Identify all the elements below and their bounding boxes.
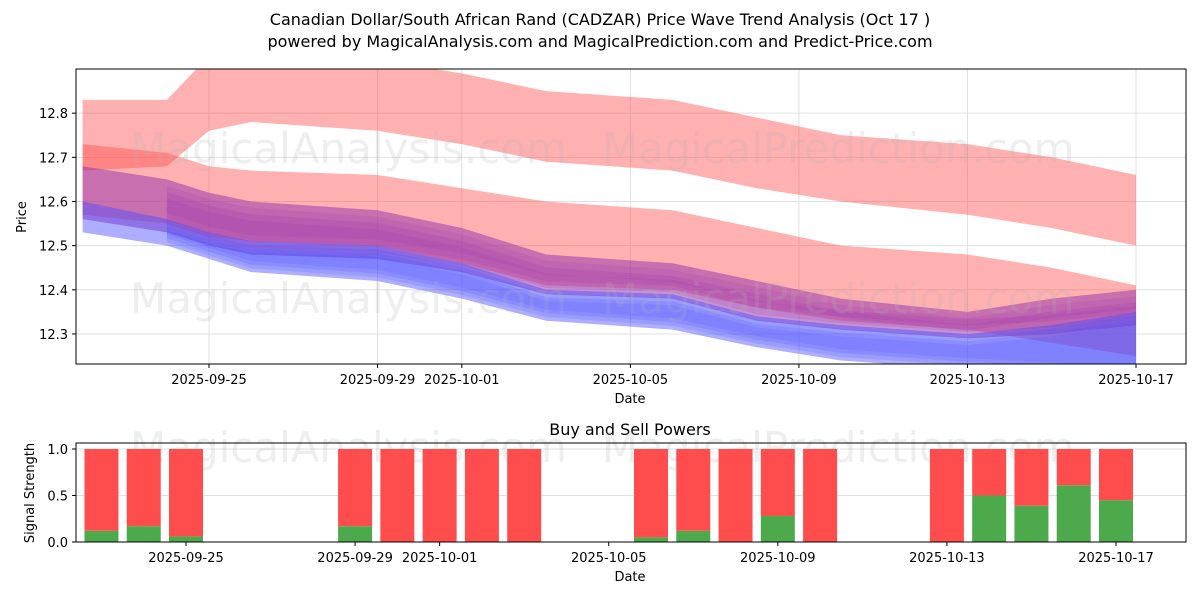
sell-bar — [718, 449, 753, 542]
price-x-tick-label: 2025-09-29 — [340, 373, 416, 388]
sell-bar — [422, 449, 457, 542]
signal-y-ticks: 0.0 0.5 1.0 — [47, 443, 76, 551]
signal-y-axis-label: Signal Strength — [23, 443, 38, 543]
price-x-tick-label: 2025-10-05 — [593, 373, 669, 388]
sell-bar — [338, 449, 373, 527]
sell-bar — [169, 449, 203, 537]
buy-bar — [126, 526, 161, 542]
wave-band-blue — [82, 201, 1136, 364]
wave-band-purple — [82, 166, 1137, 339]
sell-bar — [380, 449, 415, 542]
signal-x-tick-label: 2025-10-05 — [571, 551, 647, 566]
sell-bar — [1056, 449, 1091, 486]
sell-bar — [1014, 449, 1049, 506]
sell-bar — [634, 449, 668, 538]
sell-bar — [464, 449, 499, 542]
signal-bars — [84, 449, 1133, 542]
sell-bar — [972, 449, 1007, 496]
signal-x-tick-label: 2025-10-01 — [402, 551, 478, 566]
watermark-text: MagicalPrediction.com — [602, 124, 1075, 173]
wave-band-layer-blue — [166, 222, 1136, 364]
signal-y-tick-label: 1.0 — [47, 443, 68, 458]
sell-bar — [760, 449, 795, 516]
price-axes-frame — [75, 68, 1187, 365]
sell-bar — [1099, 449, 1133, 501]
price-y-tick-label: 12.7 — [39, 151, 68, 166]
buy-bar — [84, 530, 119, 542]
buy-bar — [338, 526, 373, 542]
sell-bar — [507, 449, 542, 542]
signal-x-tick-label: 2025-09-29 — [317, 551, 393, 566]
signal-x-tick-label: 2025-10-13 — [909, 551, 985, 566]
watermark-text: MagicalAnalysis.com — [130, 124, 567, 173]
price-y-axis-label: Price — [15, 201, 30, 233]
price-x-tick-label: 2025-10-17 — [1098, 373, 1174, 388]
price-x-tick-label: 2025-10-01 — [424, 373, 500, 388]
price-watermarks: MagicalAnalysis.com MagicalPrediction.com… — [130, 124, 1075, 323]
price-wave-bands — [82, 69, 1137, 364]
chart-subtitle: powered by MagicalAnalysis.com and Magic… — [267, 32, 933, 51]
signal-x-tick-label: 2025-09-25 — [148, 551, 224, 566]
wave-band-red — [82, 69, 1136, 246]
sell-bar — [84, 449, 119, 531]
signal-y-tick-label: 0.5 — [47, 490, 68, 505]
buy-bar — [1056, 485, 1091, 542]
buy-bar — [1014, 505, 1049, 542]
price-x-axis-label: Date — [614, 392, 645, 407]
price-y-tick-label: 12.6 — [39, 195, 68, 210]
watermark-text: MagicalAnalysis.com — [130, 274, 567, 323]
price-x-tick-label: 2025-09-25 — [171, 373, 247, 388]
buy-bar — [169, 536, 203, 542]
price-x-tick-label: 2025-10-13 — [930, 373, 1006, 388]
signal-x-axis-label: Date — [614, 570, 645, 585]
watermark-text: MagicalPrediction.com — [602, 274, 1075, 323]
chart-title: Canadian Dollar/South African Rand (CADZ… — [269, 10, 931, 29]
signal-axes-frame — [75, 442, 1187, 543]
signal-x-tick-label: 2025-10-09 — [740, 551, 816, 566]
price-y-tick-label: 12.8 — [39, 107, 68, 122]
buy-bar — [634, 537, 668, 542]
buy-bar — [760, 515, 795, 542]
buy-bar — [1099, 500, 1133, 542]
signal-x-ticks: 2025-09-25 2025-09-29 2025-10-01 2025-10-05… — [148, 542, 1154, 566]
price-y-ticks: 12.3 12.4 12.5 12.6 12.7 12.8 — [39, 107, 76, 343]
price-x-ticks: 2025-09-25 2025-09-29 2025-10-01 2025-10-05… — [171, 364, 1174, 388]
price-x-tick-label: 2025-10-09 — [761, 373, 837, 388]
wave-band-layer-blue — [166, 230, 1136, 364]
buy-bar — [972, 495, 1007, 542]
buy-bar — [676, 530, 711, 542]
price-y-tick-label: 12.4 — [39, 284, 68, 299]
buy-sell-title: Buy and Sell Powers — [549, 420, 711, 439]
sell-bar — [126, 449, 161, 527]
price-y-tick-label: 12.3 — [39, 328, 68, 343]
wave-band-layer-purple — [166, 198, 1136, 331]
price-y-tick-label: 12.5 — [39, 240, 68, 255]
signal-x-tick-label: 2025-10-17 — [1078, 551, 1154, 566]
sell-bar — [803, 449, 838, 542]
signal-y-tick-label: 0.0 — [47, 536, 68, 551]
wave-band-layer-purple — [166, 185, 1136, 332]
sell-bar — [929, 449, 964, 542]
sell-bar — [676, 449, 711, 531]
wave-band-layer-blue — [166, 226, 1136, 364]
